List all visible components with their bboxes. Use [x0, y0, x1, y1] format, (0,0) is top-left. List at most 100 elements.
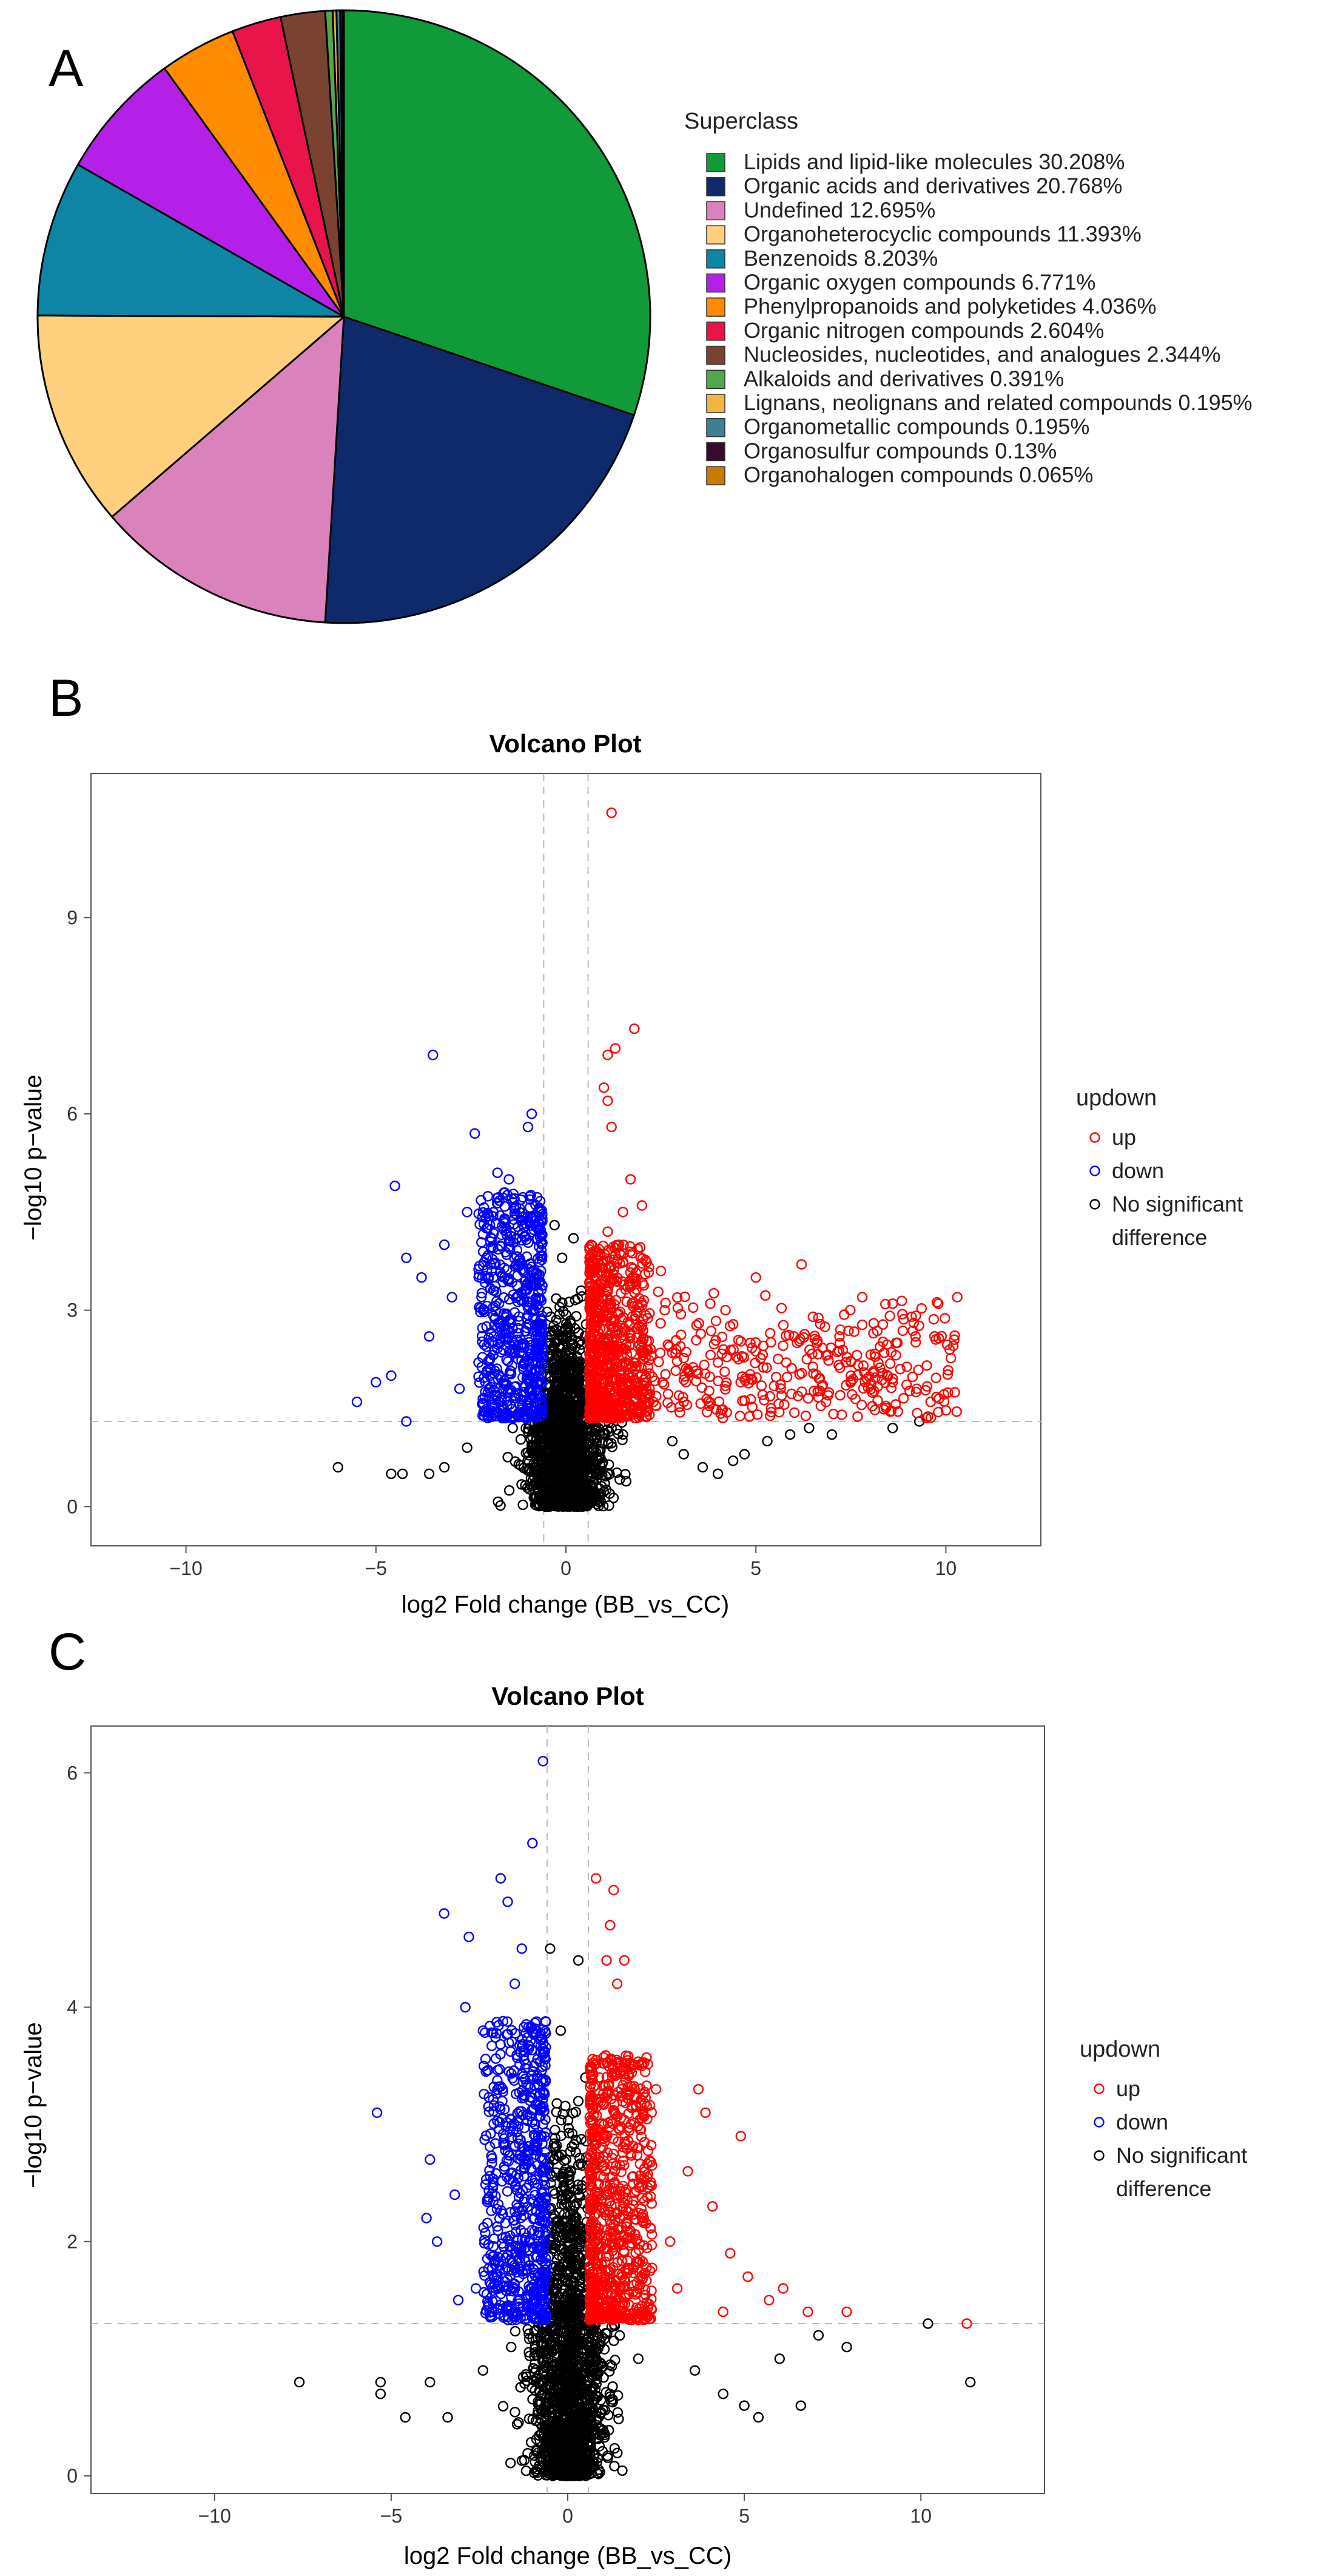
- point-no-significant-difference: [540, 1501, 551, 1512]
- point-down: [515, 1334, 526, 1345]
- point-down: [512, 1270, 523, 1281]
- point-no-significant-difference: [617, 1434, 628, 1446]
- point-up: [627, 1311, 638, 1322]
- point-no-significant-difference: [573, 1357, 584, 1369]
- point-down: [446, 1292, 457, 1303]
- pie-legend-swatch-3: [706, 225, 725, 244]
- point-up: [626, 1347, 637, 1358]
- point-down: [351, 1396, 363, 1408]
- point-down: [517, 1219, 528, 1230]
- point-no-significant-difference: [582, 1436, 593, 1448]
- point-down: [483, 1273, 494, 1285]
- point-down: [474, 1301, 485, 1313]
- point-down: [488, 1349, 499, 1361]
- point-no-significant-difference: [556, 1480, 567, 1491]
- point-no-significant-difference: [762, 1435, 773, 1447]
- pie-legend-swatch-12: [706, 442, 725, 462]
- point-down: [537, 1352, 548, 1363]
- point-down: [501, 1249, 513, 1260]
- x-tick-label-4: 10: [910, 2505, 932, 2527]
- point-down: [482, 1300, 493, 1312]
- point-no-significant-difference: [611, 1467, 622, 1479]
- point-no-significant-difference: [563, 1421, 574, 1432]
- pie-legend-swatch-11: [706, 417, 725, 437]
- pie-legend-swatch-7: [706, 322, 725, 341]
- point-down: [423, 1331, 435, 1342]
- point-no-significant-difference: [576, 1501, 587, 1512]
- x-tick-label-2: 0: [560, 1557, 571, 1579]
- point-no-significant-difference: [739, 1449, 750, 1460]
- point-no-significant-difference: [534, 1426, 545, 1437]
- pie-legend-label-8: Nucleosides, nucleotides, and analogues …: [744, 342, 1221, 367]
- point-down: [534, 1320, 546, 1330]
- point-down: [475, 1303, 486, 1313]
- point-no-significant-difference: [600, 1484, 612, 1495]
- point-down: [537, 1251, 548, 1263]
- panel-letter-c: C: [49, 1623, 86, 1681]
- point-no-significant-difference: [621, 1475, 632, 1487]
- point-up: [608, 1372, 619, 1383]
- pie-legend-label-12: Organosulfur compounds 0.13%: [744, 438, 1057, 463]
- point-down: [386, 1370, 397, 1381]
- point-up: [585, 1330, 596, 1341]
- point-up: [638, 1295, 650, 1306]
- point-no-significant-difference: [557, 1500, 568, 1511]
- pie-slice-1: [324, 315, 635, 624]
- legend-marker-2: [1089, 1199, 1100, 1210]
- point-no-significant-difference: [576, 1285, 587, 1296]
- y-tick-label-3: 6: [67, 1762, 78, 1784]
- point-down: [511, 1209, 522, 1220]
- pie-legend-label-3: Organoheterocyclic compounds 11.393%: [744, 221, 1142, 246]
- legend-label-0: up: [1112, 1125, 1136, 1150]
- point-no-significant-difference: [423, 1468, 435, 1480]
- pie-legend-swatch-6: [706, 297, 725, 317]
- point-no-significant-difference: [553, 1492, 564, 1503]
- y-tick-label-2: 6: [67, 1103, 78, 1125]
- point-no-significant-difference: [561, 1387, 572, 1398]
- point-down: [502, 1356, 514, 1367]
- point-no-significant-difference: [554, 1370, 565, 1381]
- pie-legend-swatch-4: [706, 249, 725, 269]
- x-tick-label-0: −10: [169, 1557, 202, 1579]
- point-down: [501, 1407, 513, 1418]
- point-down: [518, 1364, 529, 1375]
- point-no-significant-difference: [526, 1466, 537, 1477]
- point-no-significant-difference: [547, 1458, 558, 1469]
- point-no-significant-difference: [539, 1489, 550, 1501]
- point-up: [643, 1267, 654, 1278]
- volcano-title-b: Volcano Plot: [489, 729, 641, 758]
- point-down: [474, 1377, 485, 1388]
- point-no-significant-difference: [887, 1423, 898, 1434]
- point-up: [618, 1239, 629, 1250]
- point-up: [621, 1349, 633, 1360]
- point-down: [516, 1295, 526, 1306]
- point-no-significant-difference: [678, 1449, 689, 1460]
- pie-slice-13: [341, 9, 345, 318]
- point-down: [505, 1231, 517, 1242]
- point-up: [625, 1267, 636, 1278]
- point-no-significant-difference: [571, 1404, 582, 1415]
- point-down: [525, 1194, 536, 1205]
- point-down: [509, 1202, 520, 1213]
- point-down: [482, 1412, 493, 1424]
- point-down: [454, 1383, 465, 1394]
- point-up: [617, 1256, 629, 1267]
- point-down: [536, 1326, 547, 1337]
- point-down: [389, 1180, 400, 1192]
- x-tick-label-3: 5: [739, 2505, 750, 2527]
- point-up: [593, 1383, 604, 1394]
- point-no-significant-difference: [386, 1468, 397, 1480]
- point-no-significant-difference: [530, 1485, 540, 1496]
- point-no-significant-difference: [586, 1497, 597, 1508]
- point-no-significant-difference: [533, 1493, 544, 1504]
- point-no-significant-difference: [528, 1458, 539, 1469]
- point-down: [523, 1319, 534, 1330]
- point-down: [497, 1392, 508, 1403]
- point-no-significant-difference: [515, 1460, 526, 1471]
- point-down: [502, 1411, 513, 1421]
- point-no-significant-difference: [536, 1438, 547, 1449]
- legend-label-1: down: [1112, 1158, 1164, 1183]
- point-no-significant-difference: [567, 1471, 578, 1482]
- legend-label-2: No significant: [1112, 1192, 1243, 1216]
